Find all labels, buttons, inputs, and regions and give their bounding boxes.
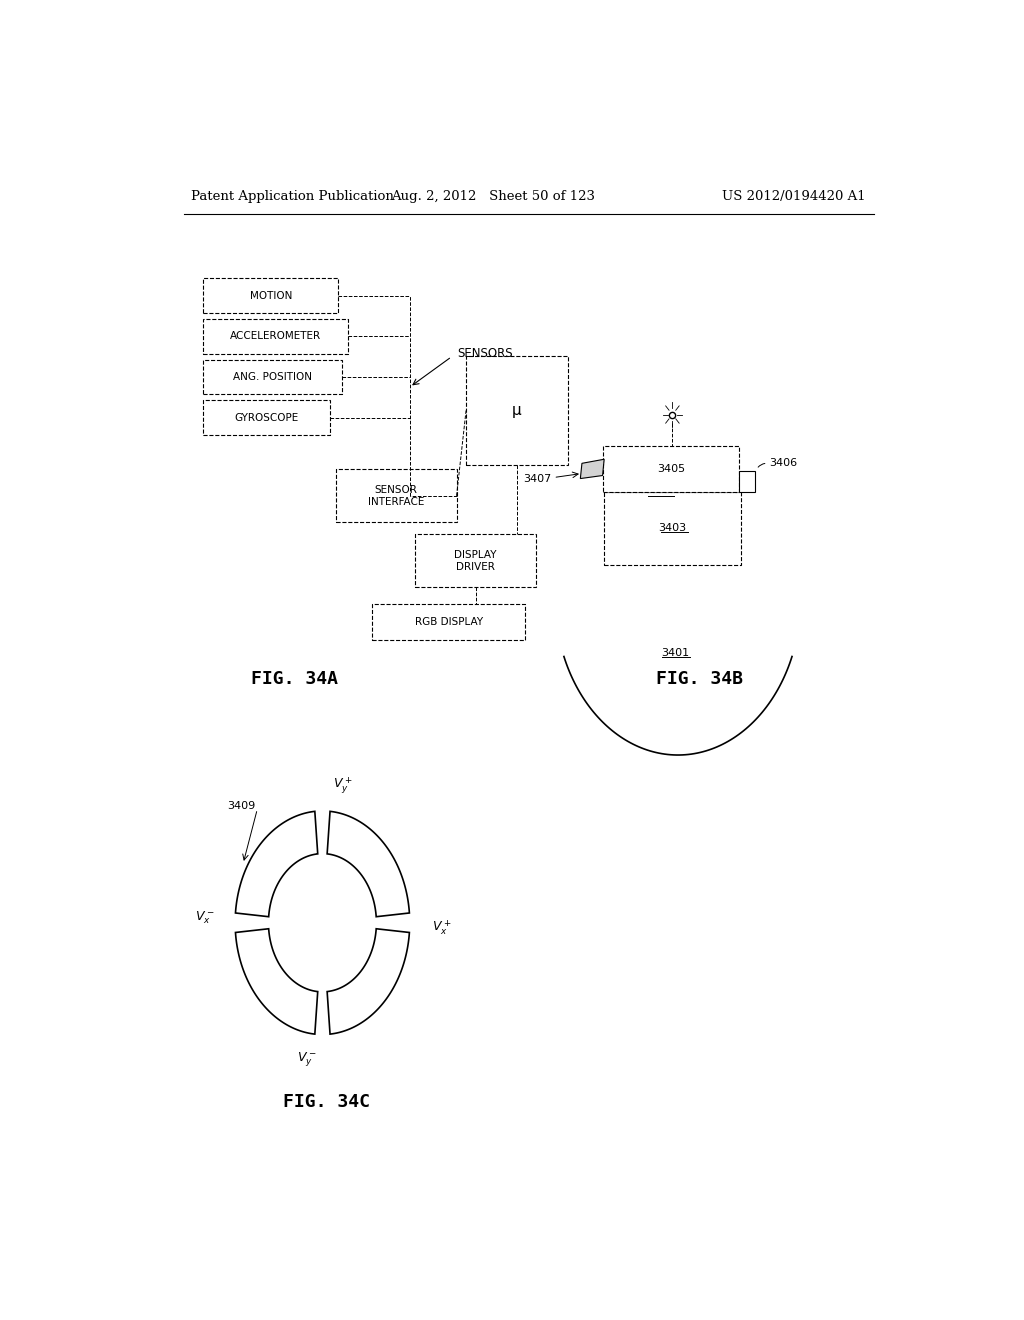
Polygon shape	[581, 459, 604, 479]
Text: MOTION: MOTION	[250, 290, 292, 301]
Polygon shape	[327, 812, 410, 916]
Text: Aug. 2, 2012   Sheet 50 of 123: Aug. 2, 2012 Sheet 50 of 123	[391, 190, 595, 202]
Text: US 2012/0194420 A1: US 2012/0194420 A1	[722, 190, 866, 202]
FancyBboxPatch shape	[604, 492, 740, 565]
Text: 3405: 3405	[656, 463, 685, 474]
FancyBboxPatch shape	[373, 603, 524, 640]
Text: GYROSCOPE: GYROSCOPE	[234, 413, 299, 422]
FancyBboxPatch shape	[739, 471, 755, 492]
FancyBboxPatch shape	[204, 400, 331, 434]
Text: DISPLAY
DRIVER: DISPLAY DRIVER	[455, 550, 497, 572]
FancyBboxPatch shape	[602, 446, 739, 492]
Text: Patent Application Publication: Patent Application Publication	[191, 190, 394, 202]
FancyBboxPatch shape	[204, 319, 348, 354]
Text: FIG. 34A: FIG. 34A	[251, 669, 338, 688]
Polygon shape	[236, 929, 317, 1034]
Text: $V_x^-$: $V_x^-$	[196, 909, 215, 925]
Text: SENSORS: SENSORS	[458, 347, 513, 360]
FancyBboxPatch shape	[466, 355, 567, 466]
FancyBboxPatch shape	[204, 359, 342, 395]
FancyBboxPatch shape	[416, 535, 536, 587]
Text: $V_x^+$: $V_x^+$	[432, 919, 452, 937]
Text: 3407: 3407	[522, 474, 551, 483]
Polygon shape	[236, 812, 317, 916]
Text: RGB DISPLAY: RGB DISPLAY	[415, 616, 482, 627]
Text: SENSOR
INTERFACE: SENSOR INTERFACE	[368, 484, 424, 507]
Text: FIG. 34C: FIG. 34C	[283, 1093, 370, 1110]
Text: μ: μ	[512, 403, 521, 418]
Text: 3406: 3406	[769, 458, 798, 469]
Polygon shape	[327, 929, 410, 1034]
Text: ACCELEROMETER: ACCELEROMETER	[230, 331, 322, 342]
Text: 3401: 3401	[662, 648, 689, 659]
Text: $V_y^-$: $V_y^-$	[297, 1051, 316, 1069]
Text: ANG. POSITION: ANG. POSITION	[233, 372, 312, 381]
FancyBboxPatch shape	[336, 470, 457, 523]
Text: $V_y^+$: $V_y^+$	[333, 775, 352, 796]
Text: FIG. 34B: FIG. 34B	[656, 669, 742, 688]
Text: 3409: 3409	[226, 801, 255, 810]
Text: 3403: 3403	[658, 523, 686, 533]
FancyBboxPatch shape	[204, 279, 338, 313]
